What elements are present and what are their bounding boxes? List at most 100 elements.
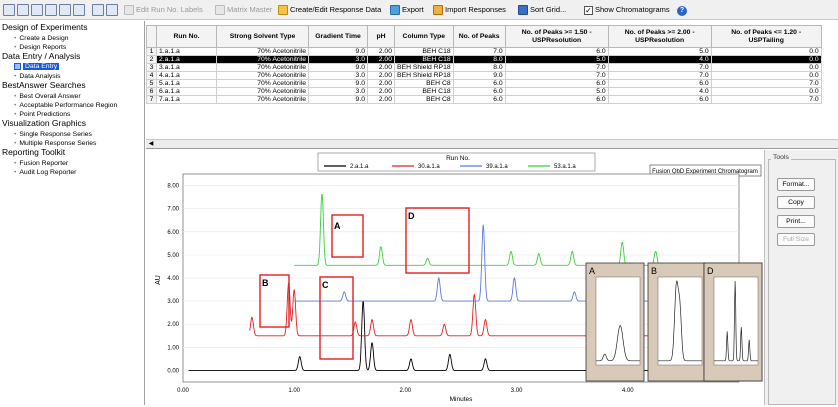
table-cell[interactable]: 7.0 [504, 63, 609, 72]
table-cell[interactable]: 7.0 [504, 71, 609, 80]
tree-item-single-response-series[interactable]: • Single Response Series [14, 131, 92, 138]
grid-view-icon[interactable] [106, 4, 118, 16]
table-cell[interactable]: 70% Acetonitrile [216, 55, 309, 64]
table-cell[interactable]: BEH C8 [394, 95, 454, 104]
table-cell[interactable]: BEH Shield RP18 [394, 63, 454, 72]
table-cell[interactable]: 9.0 [308, 95, 368, 104]
table-cell[interactable]: 70% Acetonitrile [216, 79, 309, 88]
table-cell[interactable]: 70% Acetonitrile [216, 95, 309, 104]
matrix-master-button[interactable]: Matrix Master [215, 4, 272, 16]
table-cell[interactable]: 2.00 [367, 55, 395, 64]
table-cell[interactable]: 2.a.1.a [156, 55, 217, 64]
copy-button[interactable]: Copy [777, 196, 815, 209]
tree-item-design-reports[interactable]: • Design Reports [14, 44, 67, 51]
table-cell[interactable]: 7.0 [452, 47, 506, 56]
row-index-cell[interactable]: 1 [146, 47, 157, 56]
table-cell[interactable]: BEH C18 [394, 47, 454, 56]
table-cell[interactable]: 3.0 [308, 87, 368, 96]
table-cell[interactable]: BEH C18 [394, 55, 454, 64]
table-cell[interactable]: BEH C8 [394, 79, 454, 88]
scroll-left-icon[interactable]: ◀ [148, 141, 154, 147]
bookmark-icon[interactable] [73, 4, 85, 16]
table-cell[interactable]: 5.0 [607, 47, 712, 56]
table-cell[interactable]: 3.0 [308, 71, 368, 80]
column-header-run-no[interactable]: Run No. [156, 25, 217, 48]
table-cell[interactable]: 7.0 [710, 79, 822, 88]
tree-item-data-analysis[interactable]: • Data Analysis [14, 73, 61, 80]
table-cell[interactable]: 9.0 [308, 63, 368, 72]
table-cell[interactable]: 6.0 [607, 95, 712, 104]
column-header-gradient-time[interactable]: Gradient Time [308, 25, 368, 48]
tree-item-data-entry[interactable]: Data Entry [14, 62, 60, 71]
table-cell[interactable]: 6.0 [504, 79, 609, 88]
column-header-no-of-peaks[interactable]: No. of Peaks [452, 25, 506, 48]
sort-grid-button[interactable]: Sort Grid... [518, 4, 566, 16]
tree-section-data-entry-analysis[interactable]: Data Entry / Analysis [2, 51, 81, 61]
table-row[interactable]: 5 5.a.1.a 70% Acetonitrile 9.0 2.00 BEH C8 6.0… [146, 79, 822, 88]
create-edit-response-button[interactable]: Create/Edit Response Data [278, 4, 381, 16]
column-header-peaks-res-2-00[interactable]: No. of Peaks >= 2.00 - USPResolution [607, 25, 712, 48]
row-index-cell[interactable]: 4 [146, 71, 157, 80]
table-cell[interactable]: 5.0 [504, 87, 609, 96]
row-index-cell[interactable]: 3 [146, 63, 157, 72]
table-cell[interactable]: 0.0 [710, 63, 822, 72]
tree-section-design-of-experiments[interactable]: Design of Experiments [2, 22, 88, 32]
table-cell[interactable]: 0.0 [710, 71, 822, 80]
column-header-ph[interactable]: pH [367, 25, 395, 48]
table-cell[interactable]: 9.0 [452, 71, 506, 80]
table-cell[interactable]: BEH Shield RP18 [394, 71, 454, 80]
table-row[interactable]: 6 6.a.1.a 70% Acetonitrile 3.0 2.00 BEH C18 6.… [146, 87, 822, 96]
export-button[interactable]: Export [390, 4, 424, 16]
table-cell[interactable]: 9.0 [308, 79, 368, 88]
tree-item-acceptable-performance-region[interactable]: • Acceptable Performance Region [14, 102, 118, 109]
table-cell[interactable]: 7.0 [607, 63, 712, 72]
table-cell[interactable]: 6.0 [452, 87, 506, 96]
column-header-peaks-tailing-1-20[interactable]: No. of Peaks <= 1.20 - USPTailing [710, 25, 822, 48]
table-cell[interactable]: 6.0 [504, 95, 609, 104]
tree-item-multiple-response-series[interactable]: • Multiple Response Series [14, 140, 97, 147]
table-cell[interactable]: 9.0 [308, 47, 368, 56]
table-cell[interactable]: 5.a.1.a [156, 79, 217, 88]
table-cell[interactable]: 6.a.1.a [156, 87, 217, 96]
row-index-cell[interactable]: 6 [146, 87, 157, 96]
table-cell[interactable]: 4.0 [607, 87, 712, 96]
table-cell[interactable]: 5.0 [504, 55, 609, 64]
tree-section-visualization-graphics[interactable]: Visualization Graphics [2, 118, 86, 128]
table-cell[interactable]: 70% Acetonitrile [216, 71, 309, 80]
table-row[interactable]: 4 4.a.1.a 70% Acetonitrile 3.0 2.00 BEH Shiel… [146, 71, 822, 80]
table-cell[interactable]: 7.0 [607, 71, 712, 80]
tree-section-reporting-toolkit[interactable]: Reporting Toolkit [2, 147, 66, 157]
table-cell[interactable]: 2.00 [367, 79, 395, 88]
open-folder-icon[interactable] [31, 4, 43, 16]
print-button[interactable]: Print... [777, 215, 815, 228]
tree-item-best-overall-answer[interactable]: • Best Overall Answer [14, 93, 81, 100]
tree-section-bestanswer-searches[interactable]: BestAnswer Searches [2, 80, 86, 90]
table-cell[interactable]: 2.00 [367, 95, 395, 104]
table-cell[interactable]: 7.0 [710, 95, 822, 104]
table-cell[interactable]: 4.a.1.a [156, 71, 217, 80]
table-cell[interactable]: 6.0 [504, 47, 609, 56]
help-button[interactable]: ? [677, 4, 687, 16]
save-all-icon[interactable] [59, 4, 71, 16]
table-row[interactable]: 1 1.a.1.a 70% Acetonitrile 9.0 2.00 BEH C18 7.… [146, 47, 822, 56]
grid-horizontal-scrollbar[interactable]: ◀ [146, 139, 838, 148]
table-cell[interactable]: 0.0 [710, 47, 822, 56]
new-design-icon[interactable] [17, 4, 29, 16]
row-index-cell[interactable]: 7 [146, 95, 157, 104]
show-chromatograms-checkbox[interactable]: ✓ Show Chromatograms [584, 4, 670, 16]
table-cell[interactable]: 6.0 [607, 79, 712, 88]
table-row[interactable]: 3 3.a.1.a 70% Acetonitrile 9.0 2.00 BEH Shiel… [146, 63, 822, 72]
table-row[interactable]: 7 7.a.1.a 70% Acetonitrile 9.0 2.00 BEH C8 6.0… [146, 95, 822, 104]
edit-run-labels-button[interactable]: Edit Run No. Labels [124, 4, 203, 16]
table-cell[interactable]: 0.0 [710, 55, 822, 64]
row-index-cell[interactable]: 2 [146, 55, 157, 64]
table-cell[interactable]: 8.0 [452, 55, 506, 64]
format-button[interactable]: Format... [777, 178, 815, 191]
table-cell[interactable]: 2.00 [367, 71, 395, 80]
column-header-peaks-res-1-50[interactable]: No. of Peaks >= 1.50 - USPResolution [504, 25, 609, 48]
table-cell[interactable]: BEH C18 [394, 87, 454, 96]
table-cell[interactable]: 6.0 [452, 95, 506, 104]
tree-item-create-a-design[interactable]: • Create a Design [14, 35, 69, 42]
import-responses-button[interactable]: Import Responses [433, 4, 506, 16]
save-icon[interactable] [45, 4, 57, 16]
